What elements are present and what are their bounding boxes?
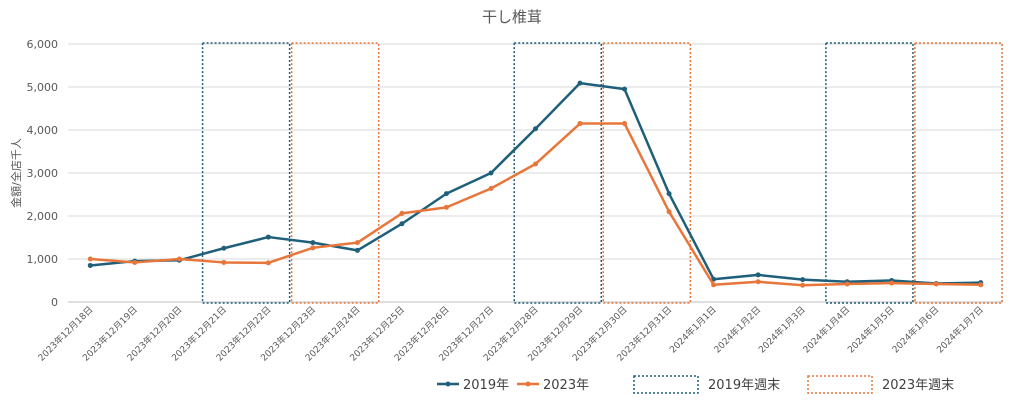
y-tick-label: 1,000 (27, 253, 59, 266)
data-point (889, 280, 895, 286)
data-point (755, 272, 761, 278)
x-tick-label: 2024年1月5日 (845, 304, 897, 356)
y-tick-label: 3,000 (27, 167, 59, 180)
data-point (800, 282, 806, 288)
y-axis-ticks: 0 1,000 2,000 3,000 4,000 5,000 6,000 (27, 38, 59, 309)
weekend-box (914, 42, 1003, 304)
data-point (221, 245, 227, 251)
x-tick-label: 2024年1月3日 (756, 304, 808, 356)
weekend-boxes (201, 42, 1003, 304)
data-point (622, 121, 628, 127)
y-tick-label: 6,000 (27, 38, 59, 51)
legend-marker (445, 381, 451, 387)
y-axis-label: 金額/全店千人 (9, 138, 23, 208)
series-lines (87, 80, 984, 288)
legend-label: 2019年 (463, 378, 509, 393)
legend-label: 2019年週末 (708, 378, 780, 393)
data-point (711, 282, 717, 288)
data-point (488, 185, 494, 191)
x-tick-label: 2024年1月7日 (934, 304, 986, 356)
data-point (176, 256, 182, 262)
data-point (87, 262, 93, 268)
y-tick-label: 2,000 (27, 210, 59, 223)
data-point (443, 204, 449, 210)
data-point (310, 240, 316, 246)
data-point (533, 161, 538, 167)
weekend-box (513, 42, 603, 304)
data-point (354, 247, 360, 253)
x-tick-label: 2024年1月1日 (667, 304, 719, 356)
data-point (310, 245, 316, 251)
legend: 2019年 2023年 2019年週末 2023年週末 (437, 375, 954, 394)
gridlines (68, 43, 1003, 303)
data-point (399, 221, 405, 227)
data-point (265, 234, 271, 240)
data-point (666, 209, 672, 215)
y-tick-label: 4,000 (27, 124, 59, 137)
data-point (622, 86, 628, 92)
weekend-box (602, 42, 692, 304)
series-line (90, 81, 981, 285)
legend-box-swatch (807, 375, 873, 394)
weekend-box (290, 42, 380, 304)
data-point (844, 281, 850, 287)
legend-label: 2023年週末 (882, 378, 954, 393)
data-point (265, 260, 271, 266)
data-point (666, 191, 672, 197)
x-tick-label: 2024年1月4日 (800, 304, 852, 356)
data-point (800, 277, 806, 283)
data-point (577, 121, 583, 127)
data-point (978, 282, 984, 288)
weekend-box (201, 42, 291, 304)
x-axis-ticks: 2023年12月18日2023年12月19日2023年12月20日2023年12… (35, 304, 985, 364)
data-point (533, 126, 538, 132)
x-tick-label: 2024年1月2日 (711, 304, 763, 356)
data-point (933, 281, 939, 287)
data-point (755, 279, 761, 285)
legend-label: 2023年 (543, 378, 589, 393)
data-point (443, 191, 449, 197)
data-point (488, 170, 494, 176)
data-point (132, 259, 138, 265)
x-tick-label: 2024年1月6日 (889, 304, 941, 356)
legend-box-swatch (633, 375, 699, 394)
y-tick-label: 5,000 (27, 81, 59, 94)
data-point (87, 256, 93, 262)
legend-marker (525, 381, 531, 387)
data-point (221, 259, 227, 265)
data-point (577, 80, 583, 86)
y-tick-label: 0 (51, 296, 58, 309)
chart-title: 干し椎茸 (482, 8, 542, 26)
data-point (399, 210, 405, 216)
weekend-box (825, 42, 914, 304)
data-point (354, 240, 360, 246)
